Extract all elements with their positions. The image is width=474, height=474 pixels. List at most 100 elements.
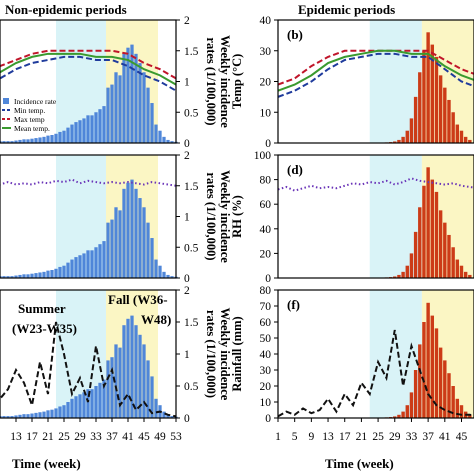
- incidence-bar: [393, 416, 397, 418]
- rate-axis-title: Weekly incidencerates (1/100,000): [204, 35, 232, 128]
- incidence-bar: [62, 130, 66, 143]
- incidence-bar: [154, 398, 158, 418]
- incidence-bar: [150, 376, 154, 418]
- incidence-bar: [26, 139, 30, 143]
- incidence-bar: [66, 262, 70, 278]
- legend-label: Min temp.: [14, 106, 45, 115]
- y-axis-title: Temp (°C): [230, 54, 244, 110]
- incidence-bar: [54, 408, 58, 418]
- incidence-bar: [443, 360, 447, 418]
- incidence-bar: [443, 222, 447, 278]
- summer-band: [369, 155, 422, 278]
- y-tick-label: 0: [265, 138, 271, 150]
- incidence-bar: [463, 136, 468, 143]
- incidence-bar: [438, 347, 443, 418]
- x-tick-label: 45: [138, 431, 150, 443]
- x-tick-label: 1: [275, 431, 281, 443]
- incidence-bar: [6, 416, 10, 418]
- max-temp-line: [0, 49, 177, 80]
- incidence-bar: [114, 207, 118, 278]
- rate-tick-label: 0: [184, 273, 190, 285]
- incidence-bar: [418, 207, 422, 278]
- incidence-bar: [94, 386, 98, 418]
- x-tick-label: 29: [74, 431, 86, 443]
- incidence-bar: [405, 265, 409, 278]
- incidence-bar: [455, 124, 460, 143]
- incidence-bar: [126, 318, 130, 418]
- incidence-bar: [74, 257, 78, 278]
- incidence-bar: [70, 259, 74, 278]
- incidence-bar: [162, 136, 166, 143]
- right-x-axis-label: Time (week): [325, 456, 394, 471]
- incidence-bar: [42, 411, 46, 418]
- incidence-bar: [6, 141, 10, 143]
- panel-letter: (f): [287, 297, 300, 312]
- incidence-bar: [46, 410, 50, 418]
- fall-label-line2: W48): [141, 312, 171, 327]
- incidence-bar: [42, 271, 46, 278]
- incidence-bar: [18, 139, 22, 143]
- incidence-bar: [50, 409, 54, 418]
- incidence-bar: [46, 135, 50, 143]
- incidence-bar: [2, 141, 6, 143]
- incidence-bar: [154, 259, 158, 278]
- incidence-bar: [34, 138, 38, 143]
- incidence-bar: [18, 274, 22, 278]
- incidence-bar: [50, 135, 54, 143]
- incidence-bar: [22, 139, 26, 143]
- y-axis-title: Rainfall (mm): [230, 316, 244, 391]
- rate-axis-title: Weekly incidencerates (1/100,000): [204, 308, 232, 401]
- incidence-bar: [126, 47, 130, 143]
- incidence-bar: [430, 315, 435, 418]
- incidence-bar: [58, 406, 62, 418]
- y-tick-label: 70: [260, 301, 272, 313]
- incidence-bar: [122, 53, 126, 144]
- incidence-bar: [38, 137, 42, 143]
- incidence-bar: [426, 302, 430, 418]
- incidence-bar: [413, 96, 418, 143]
- left-x-axis-label: Time (week): [12, 456, 81, 471]
- incidence-bar: [468, 414, 472, 418]
- min-temp-line: [277, 52, 474, 98]
- incidence-bar: [393, 141, 397, 143]
- incidence-bar: [434, 56, 439, 143]
- incidence-bar: [409, 118, 414, 143]
- panel-frame: [277, 154, 474, 279]
- y-tick-label: 0: [265, 413, 271, 425]
- incidence-bar: [2, 416, 6, 418]
- incidence-bar: [405, 130, 409, 143]
- incidence-bar: [138, 63, 142, 143]
- x-tick-label: 17: [26, 431, 38, 443]
- incidence-bar: [447, 373, 451, 418]
- rate-tick-label: 2: [184, 285, 190, 297]
- incidence-bar: [122, 188, 126, 278]
- y-tick-label: 80: [260, 285, 272, 297]
- y-tick-label: 40: [260, 349, 272, 361]
- x-tick-label: 13: [10, 431, 22, 443]
- incidence-bar: [22, 274, 26, 278]
- incidence-bar: [114, 344, 118, 418]
- incidence-bar: [138, 334, 142, 418]
- legend-label: Max temp: [14, 115, 45, 124]
- incidence-bar: [118, 210, 122, 278]
- rate-tick-label: 0.5: [184, 381, 199, 393]
- legend-swatch-incidence: [3, 98, 9, 104]
- incidence-bar: [170, 416, 174, 418]
- y-tick-label: 80: [260, 175, 272, 187]
- incidence-bar: [142, 344, 146, 418]
- incidence-bar: [98, 382, 102, 418]
- incidence-bar: [78, 394, 82, 418]
- incidence-bar: [397, 139, 401, 143]
- incidence-bar: [66, 127, 70, 143]
- incidence-bar: [94, 247, 98, 278]
- incidence-bar: [30, 138, 34, 143]
- rate-tick-label: 1: [184, 349, 190, 361]
- incidence-bar: [409, 392, 414, 418]
- y-tick-label: 10: [260, 397, 272, 409]
- incidence-bar: [468, 274, 472, 278]
- incidence-bar: [142, 207, 146, 278]
- y-tick-label: 20: [260, 248, 272, 260]
- x-tick-label: 41: [439, 431, 451, 443]
- y-axis-title: RH (%): [230, 195, 244, 238]
